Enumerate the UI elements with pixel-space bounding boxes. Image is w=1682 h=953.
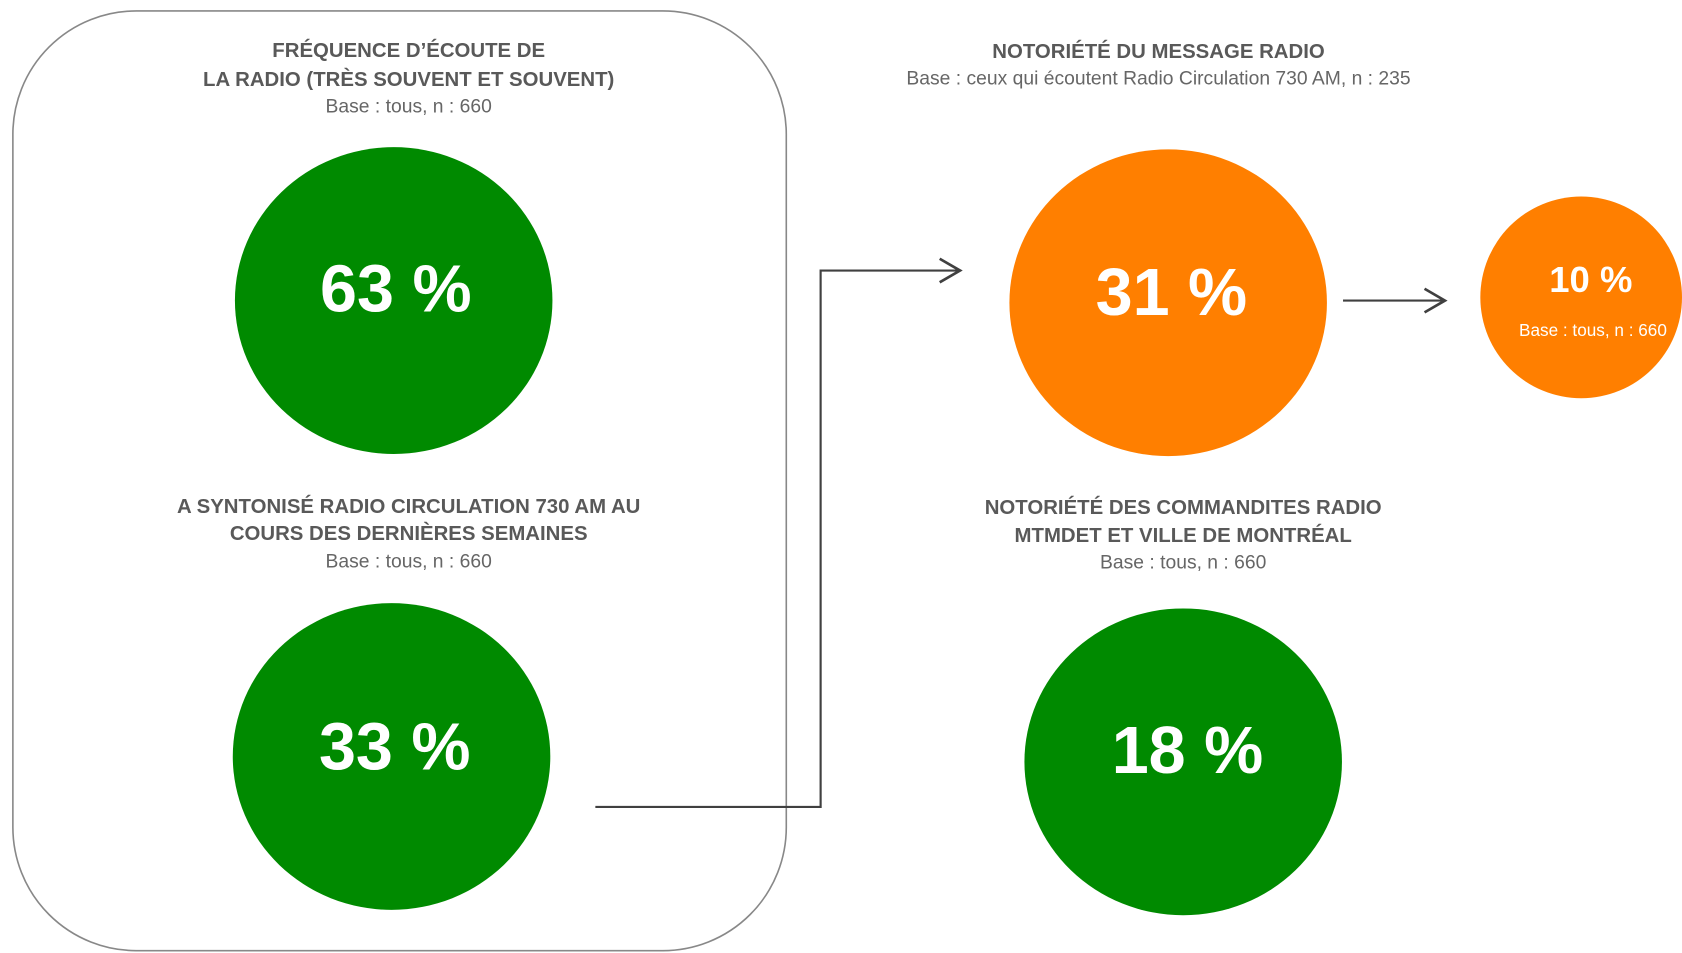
connector	[595, 269, 958, 808]
result-value: 63 %	[320, 253, 472, 327]
result-value: 33 %	[319, 711, 471, 785]
arrow-head	[939, 257, 963, 284]
arrow-head	[1423, 287, 1448, 314]
panel-title: A SYNTONISÉ RADIO CIRCULATION 730 AM AU	[177, 495, 640, 518]
panel-base: Base : ceux qui écoutent Radio Circulati…	[906, 69, 1410, 90]
panel-title: NOTORIÉTÉ DU MESSAGE RADIO	[992, 40, 1324, 63]
panel-title: NOTORIÉTÉ DES COMMANDITES RADIO	[985, 496, 1382, 519]
result-circle	[1009, 149, 1327, 457]
result-circle	[232, 603, 551, 910]
panel-title: MTMDET ET VILLE DE MONTRÉAL	[1015, 524, 1352, 547]
result-circle	[1024, 608, 1342, 916]
side-base: Base : tous, n : 660	[1519, 320, 1667, 340]
group-frame	[12, 10, 788, 952]
panel-title: COURS DES DERNIÈRES SEMAINES	[230, 522, 588, 545]
panel-title: LA RADIO (TRÈS SOUVENT ET SOUVENT)	[203, 68, 614, 91]
panel-base: Base : tous, n : 660	[326, 97, 492, 118]
side-circle	[1480, 196, 1682, 399]
result-value: 18 %	[1112, 714, 1264, 788]
panel-base: Base : tous, n : 660	[1100, 552, 1266, 573]
result-circle	[234, 147, 553, 454]
panel-title: FRÉQUENCE D’ÉCOUTE DE	[272, 39, 545, 62]
panel-base: Base : tous, n : 660	[326, 551, 492, 572]
result-value: 31 %	[1096, 256, 1248, 330]
side-value: 10 %	[1549, 259, 1632, 300]
